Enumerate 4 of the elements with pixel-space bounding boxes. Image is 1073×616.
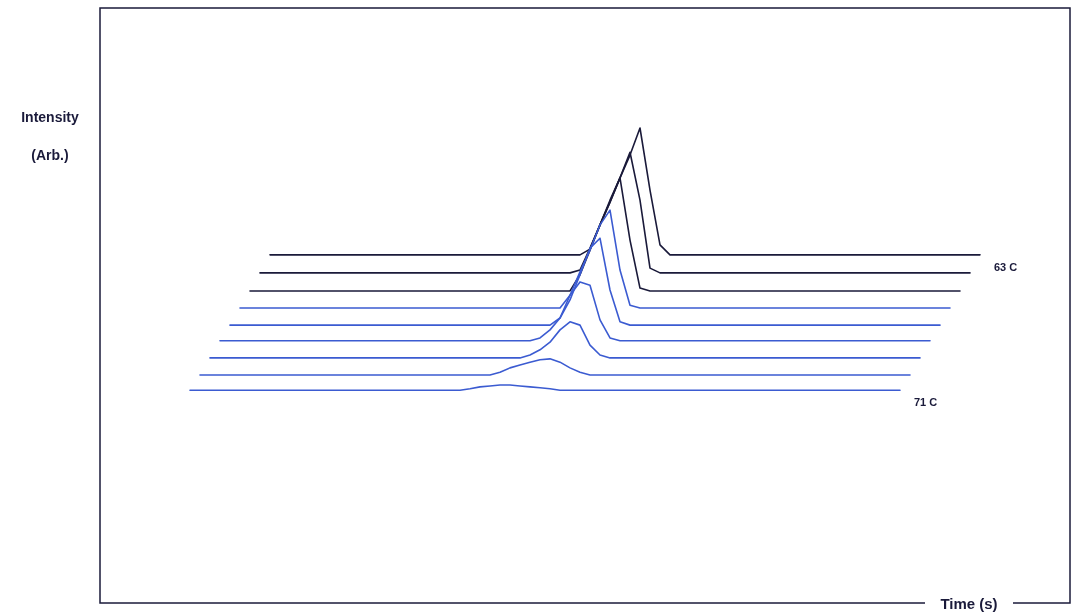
series-label: 63 C xyxy=(994,260,1018,273)
text: Intensity (Arb.) xyxy=(21,109,79,163)
x-axis-title: Time (s) xyxy=(940,595,998,612)
series-label: 71 C xyxy=(914,396,938,409)
